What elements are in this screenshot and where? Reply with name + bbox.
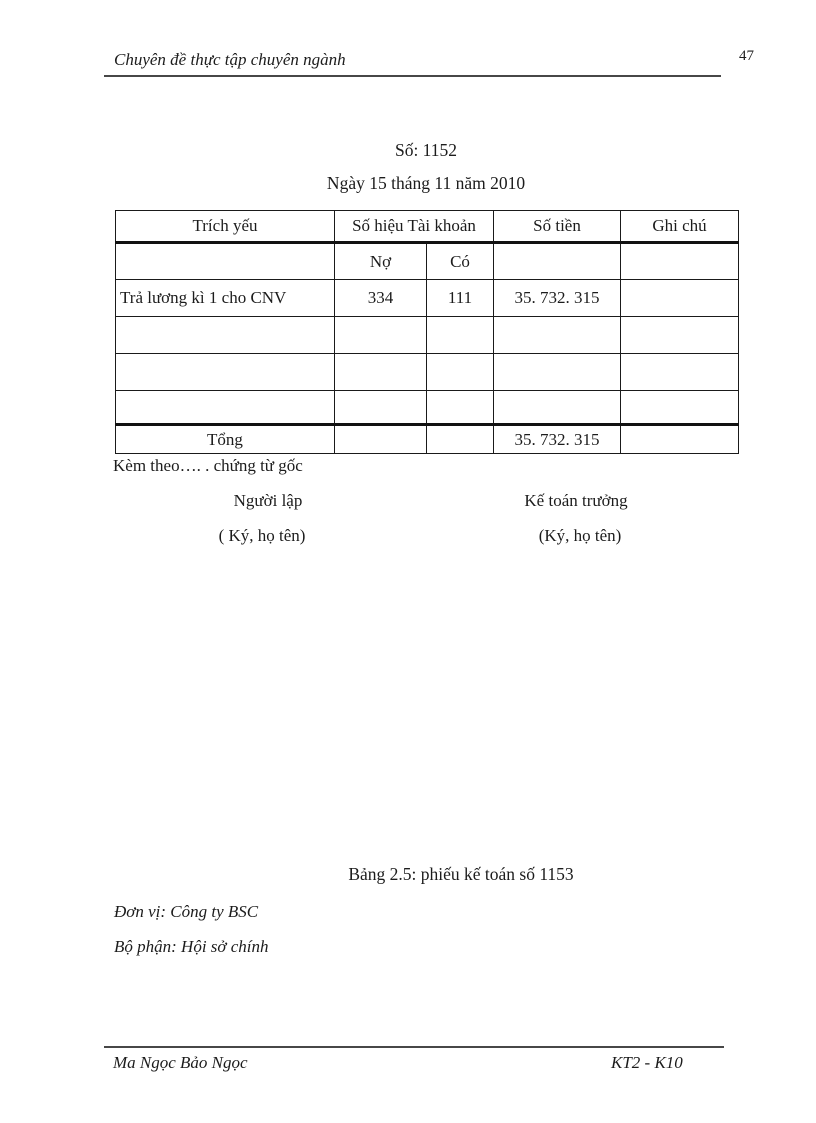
cell-ghi-chu — [620, 390, 739, 425]
cell-so-tien — [493, 390, 621, 425]
total-amount: 35. 732. 315 — [493, 423, 621, 454]
table-cell — [115, 242, 335, 280]
cell-ghi-chu — [620, 279, 739, 317]
department-line: Bộ phận: Hội sở chính — [114, 937, 269, 956]
table-cell — [620, 423, 739, 454]
voucher-table: Trích yếu Số hiệu Tài khoản Số tiền Ghi … — [115, 210, 739, 454]
footer-class-code: KT2 - K10 — [611, 1053, 683, 1072]
voucher-date-line: Ngày 15 tháng 11 năm 2010 — [326, 173, 526, 193]
table-total-row: Tổng 35. 732. 315 — [115, 423, 739, 454]
page-number: 47 — [739, 48, 754, 64]
voucher-number-line: Số: 1152 — [394, 140, 458, 160]
signature-title-preparer: Người lập — [233, 491, 303, 510]
cell-so-tien — [493, 353, 621, 391]
table-row — [115, 353, 739, 391]
cell-so-tien: 35. 732. 315 — [493, 279, 621, 317]
table-cell — [334, 423, 427, 454]
total-label: Tổng — [115, 423, 335, 454]
table-row — [115, 316, 739, 354]
cell-co — [426, 390, 494, 425]
cell-co — [426, 316, 494, 354]
table-header-row: Trích yếu Số hiệu Tài khoản Số tiền Ghi … — [115, 210, 739, 244]
header-rule — [104, 75, 721, 77]
cell-no: 334 — [334, 279, 427, 317]
cell-no — [334, 390, 427, 425]
table-subheader-row: Nợ Có — [115, 242, 739, 280]
cell-so-tien — [493, 316, 621, 354]
cell-ghi-chu — [620, 316, 739, 354]
table-cell — [620, 242, 739, 280]
cell-trich-yeu — [115, 390, 335, 425]
table-cell — [493, 242, 621, 280]
signature-title-chief-accountant: Kế toán trưởng — [524, 491, 628, 510]
cell-co: 111 — [426, 279, 494, 317]
col-header-no: Nợ — [334, 242, 427, 280]
table-caption: Bảng 2.5: phiếu kế toán số 1153 — [348, 864, 574, 884]
cell-ghi-chu — [620, 353, 739, 391]
col-header-trich-yeu: Trích yếu — [115, 210, 335, 244]
cell-co — [426, 353, 494, 391]
footer-author: Ma Ngọc Bảo Ngọc — [113, 1053, 248, 1072]
running-header-title: Chuyên đề thực tập chuyên ngành — [114, 50, 346, 69]
col-header-co: Có — [426, 242, 494, 280]
table-row — [115, 390, 739, 425]
unit-line: Đơn vị: Công ty BSC — [114, 902, 259, 921]
col-header-so-tien: Số tiền — [493, 210, 621, 244]
table-row: Trả lương kì 1 cho CNV 334 111 35. 732. … — [115, 279, 739, 317]
signature-subtitle-chief-accountant: (Ký, họ tên) — [538, 526, 622, 545]
cell-no — [334, 353, 427, 391]
table-cell — [426, 423, 494, 454]
cell-trich-yeu — [115, 353, 335, 391]
signature-subtitle-preparer: ( Ký, họ tên) — [218, 526, 306, 545]
col-header-ghi-chu: Ghi chú — [620, 210, 739, 244]
col-header-so-hieu-tai-khoan: Số hiệu Tài khoản — [334, 210, 494, 244]
cell-no — [334, 316, 427, 354]
cell-trich-yeu — [115, 316, 335, 354]
attachment-note: Kèm theo…. . chứng từ gốc — [113, 456, 303, 475]
cell-trich-yeu: Trả lương kì 1 cho CNV — [115, 279, 335, 317]
footer-rule — [104, 1046, 724, 1048]
